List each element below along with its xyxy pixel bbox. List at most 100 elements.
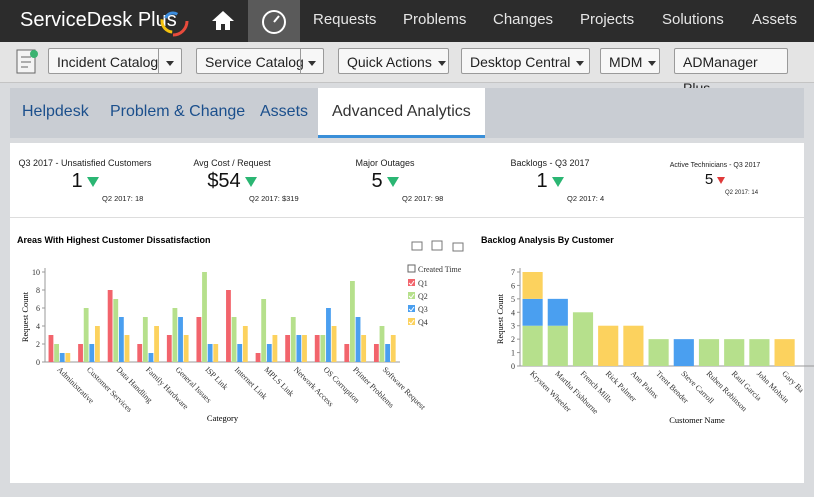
tab[interactable]: Assets — [260, 103, 309, 120]
dashboard-tab[interactable] — [248, 0, 300, 42]
bar — [59, 353, 65, 362]
bar — [65, 353, 71, 362]
menu-item[interactable]: Solutions — [662, 11, 724, 28]
legend-swatch — [408, 305, 415, 312]
y-tick-label: 6 — [511, 281, 515, 290]
bar — [137, 344, 143, 362]
toolbar-button[interactable]: Incident Catalog — [48, 48, 182, 74]
bar — [266, 344, 272, 362]
bar — [296, 335, 302, 362]
kpi-label: Active Technicians - Q3 2017 — [625, 162, 805, 169]
home-icon[interactable] — [210, 9, 236, 31]
y-tick-label: 5 — [511, 295, 515, 304]
new-request-icon[interactable] — [15, 48, 39, 76]
y-tick-label: 10 — [32, 268, 40, 277]
bar — [83, 308, 89, 362]
menu-item[interactable]: Requests — [313, 11, 377, 28]
tab-bar: Helpdesk Problem & Change Assets Advance… — [10, 88, 804, 138]
legend-title: Created Time — [418, 265, 462, 274]
y-axis-label: Request Count — [495, 293, 505, 344]
bar — [113, 299, 119, 362]
button-label: Incident Catalog — [57, 54, 159, 70]
trend-arrow — [244, 176, 257, 187]
kpi-previous: Q2 2017: 4 — [567, 194, 747, 203]
bar-segment — [648, 339, 669, 366]
tab[interactable]: Problem & Change — [110, 103, 246, 120]
bar — [142, 317, 148, 362]
bar — [331, 326, 337, 362]
bar — [196, 317, 202, 362]
kpi-value-text: 1 — [536, 170, 548, 192]
chart-tools[interactable] — [411, 240, 464, 252]
bar — [255, 353, 261, 362]
trend-arrow — [386, 176, 399, 187]
kpi-previous: Q2 2017: 98 — [402, 194, 582, 203]
kpi-value: 1 — [460, 170, 640, 193]
kpi-value: 1 — [0, 170, 175, 193]
bar — [320, 335, 326, 362]
bar — [226, 290, 231, 362]
bar — [242, 326, 248, 362]
top-nav: ServiceDesk Plus Requests Problems Chang… — [0, 0, 814, 42]
bar-segment — [522, 298, 543, 326]
kpi-label-text: Active Technicians - Q3 2017 — [669, 162, 761, 169]
bar — [183, 335, 189, 362]
bar — [390, 335, 396, 362]
kpi-label: Backlogs - Q3 2017 — [460, 158, 640, 168]
bar — [231, 317, 237, 362]
menu-item[interactable]: Projects — [580, 11, 635, 28]
toolbar-button[interactable]: ADManager Plus — [674, 48, 788, 96]
kpi-label-text: Major Outages — [355, 158, 415, 168]
kpi-value: 5 — [295, 170, 475, 193]
toolbar-button[interactable]: Service Catalog — [196, 48, 324, 74]
bar — [272, 335, 278, 362]
tab[interactable]: Helpdesk — [22, 103, 89, 120]
y-tick-label: 2 — [511, 335, 515, 344]
bar-segment — [623, 325, 644, 366]
bar — [89, 344, 95, 362]
tab-active[interactable]: Advanced Analytics — [318, 88, 485, 138]
trend-arrow — [717, 176, 726, 184]
bar — [285, 335, 291, 362]
toolbar-button[interactable]: Desktop Central — [461, 48, 590, 74]
kpi-label: Avg Cost / Request — [142, 158, 322, 168]
y-tick-label: 7 — [511, 268, 515, 277]
legend-label: Q1 — [418, 279, 428, 288]
menu-item[interactable]: Assets — [752, 11, 798, 28]
toolbar-button[interactable]: Quick Actions — [338, 48, 449, 74]
kpi-previous: Q2 2017: $319 — [249, 194, 429, 203]
bar-segment — [673, 339, 694, 366]
bar-segment — [724, 339, 745, 366]
chart-title: Backlog Analysis By Customer — [481, 235, 614, 245]
bar — [379, 326, 385, 362]
button-label: Service Catalog — [205, 54, 304, 70]
legend-swatch — [408, 318, 415, 325]
kpi-value-text: $54 — [207, 170, 241, 192]
legend-label: Q2 — [418, 292, 428, 301]
menu-item[interactable]: Problems — [403, 11, 467, 28]
x-tick-label: ISP Link — [203, 365, 229, 391]
logo — [157, 5, 189, 37]
bar — [207, 344, 213, 362]
kpi-previous-text: Q2 2017: 14 — [725, 190, 759, 196]
menu-item[interactable]: Changes — [493, 11, 554, 28]
bar — [302, 335, 307, 362]
button-label: Quick Actions — [347, 54, 432, 70]
y-tick-label: 1 — [511, 349, 515, 358]
bar — [344, 344, 350, 362]
bar — [118, 317, 124, 362]
bar — [48, 335, 54, 362]
bar-segment — [547, 298, 568, 326]
kpi-value-text: 1 — [71, 170, 83, 192]
bar-segment — [572, 312, 594, 366]
button-label: Desktop Central — [470, 54, 571, 70]
bar-segment — [749, 339, 770, 366]
y-tick-label: 4 — [36, 322, 40, 331]
toolbar-button[interactable]: MDM — [600, 48, 660, 74]
bar-segment — [522, 325, 543, 366]
bar — [166, 335, 172, 362]
toolbar: Incident Catalog Service Catalog Quick A… — [0, 42, 814, 96]
bar — [148, 353, 154, 362]
kpi-value-text: 5 — [704, 171, 714, 188]
